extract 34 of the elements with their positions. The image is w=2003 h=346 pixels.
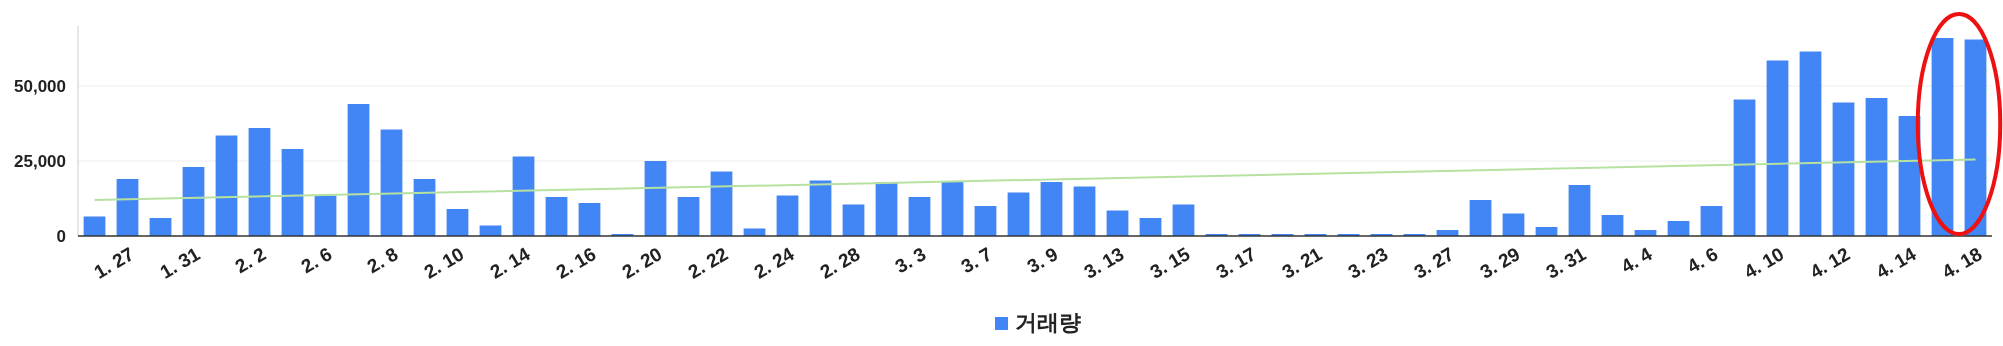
y-tick-label: 50,000 — [14, 77, 66, 96]
x-tick-label: 3. 9 — [1023, 243, 1062, 278]
x-tick-label: 3. 3 — [891, 243, 930, 278]
x-tick-label: 4. 4 — [1617, 243, 1656, 278]
x-tick-label: 4. 10 — [1740, 243, 1788, 283]
x-tick-label: 2. 22 — [684, 243, 732, 283]
x-tick-label: 3. 27 — [1410, 243, 1458, 283]
x-tick-label: 3. 7 — [957, 243, 996, 278]
x-tick-label: 1. 27 — [90, 243, 138, 283]
x-tick-label: 4. 18 — [1938, 243, 1986, 283]
x-tick-label: 3. 23 — [1344, 243, 1392, 283]
x-tick-label: 3. 29 — [1476, 243, 1524, 283]
x-tick-label: 2. 24 — [750, 243, 798, 283]
x-tick-label: 1. 31 — [156, 243, 204, 283]
x-tick-label: 3. 13 — [1080, 243, 1128, 283]
x-tick-label: 4. 14 — [1872, 243, 1920, 283]
x-tick-label: 2. 28 — [816, 243, 864, 283]
x-tick-label: 3. 17 — [1212, 243, 1260, 283]
x-tick-label: 3. 21 — [1278, 243, 1326, 283]
x-tick-label: 2. 2 — [231, 243, 270, 278]
x-tick-label: 2. 20 — [618, 243, 666, 283]
legend: 거래량 — [995, 310, 1081, 335]
x-tick-label: 4. 12 — [1806, 243, 1854, 283]
x-tick-label: 3. 15 — [1146, 243, 1194, 283]
x-tick-label: 2. 16 — [552, 243, 600, 283]
x-tick-label: 2. 6 — [297, 243, 336, 278]
x-tick-label: 4. 6 — [1683, 243, 1722, 278]
y-tick-label: 0 — [56, 227, 66, 246]
x-tick-label: 2. 8 — [363, 243, 402, 278]
x-tick-label: 2. 14 — [486, 243, 534, 283]
legend-label: 거래량 — [1015, 310, 1081, 335]
x-tick-label: 2. 10 — [420, 243, 468, 283]
y-tick-label: 25,000 — [14, 152, 66, 171]
x-tick-label: 3. 31 — [1542, 243, 1590, 283]
